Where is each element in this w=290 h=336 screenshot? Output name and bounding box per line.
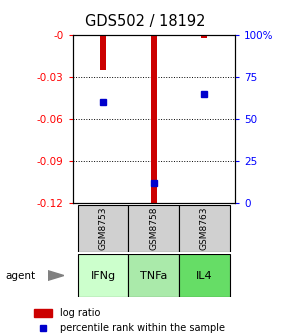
Text: percentile rank within the sample: percentile rank within the sample — [60, 323, 225, 333]
Text: GDS502 / 18192: GDS502 / 18192 — [85, 14, 205, 29]
Bar — [34, 308, 52, 317]
Polygon shape — [48, 271, 64, 280]
Text: IL4: IL4 — [196, 270, 213, 281]
Bar — [201, 35, 208, 38]
Text: GSM8763: GSM8763 — [200, 207, 209, 250]
Bar — [128, 205, 179, 252]
Text: log ratio: log ratio — [60, 308, 100, 318]
Bar — [78, 205, 128, 252]
Text: IFNg: IFNg — [90, 270, 115, 281]
Text: GSM8753: GSM8753 — [98, 207, 108, 250]
Bar — [179, 254, 230, 297]
Bar — [151, 35, 157, 205]
Bar — [100, 35, 106, 70]
Text: TNFa: TNFa — [140, 270, 167, 281]
Bar — [179, 205, 230, 252]
Text: agent: agent — [6, 270, 36, 281]
Bar — [78, 254, 128, 297]
Text: GSM8758: GSM8758 — [149, 207, 158, 250]
Bar — [128, 254, 179, 297]
